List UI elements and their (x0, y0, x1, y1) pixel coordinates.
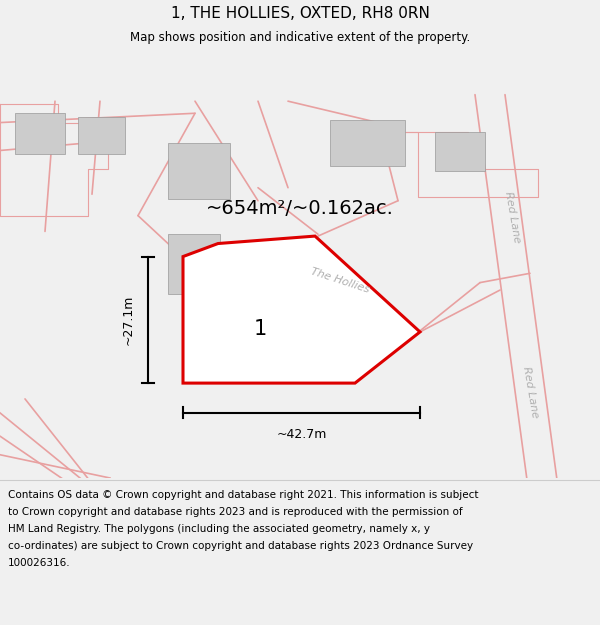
Polygon shape (330, 120, 405, 166)
Polygon shape (168, 234, 220, 294)
Polygon shape (15, 113, 65, 154)
Polygon shape (183, 236, 420, 383)
Polygon shape (245, 271, 315, 324)
Text: ~654m²/~0.162ac.: ~654m²/~0.162ac. (206, 199, 394, 217)
Text: 1, THE HOLLIES, OXTED, RH8 0RN: 1, THE HOLLIES, OXTED, RH8 0RN (170, 6, 430, 21)
Polygon shape (168, 143, 230, 199)
Text: HM Land Registry. The polygons (including the associated geometry, namely x, y: HM Land Registry. The polygons (includin… (8, 524, 430, 534)
Text: The Hollies: The Hollies (310, 266, 371, 295)
Text: to Crown copyright and database rights 2023 and is reproduced with the permissio: to Crown copyright and database rights 2… (8, 507, 463, 517)
Text: Red Lane: Red Lane (521, 366, 539, 419)
Polygon shape (78, 117, 125, 154)
Text: 100026316.: 100026316. (8, 558, 71, 568)
Text: Red Lane: Red Lane (503, 191, 521, 244)
Polygon shape (435, 132, 485, 171)
Text: ~42.7m: ~42.7m (277, 428, 326, 441)
Text: Map shows position and indicative extent of the property.: Map shows position and indicative extent… (130, 31, 470, 44)
Text: Contains OS data © Crown copyright and database right 2021. This information is : Contains OS data © Crown copyright and d… (8, 490, 479, 500)
Text: co-ordinates) are subject to Crown copyright and database rights 2023 Ordnance S: co-ordinates) are subject to Crown copyr… (8, 541, 473, 551)
Text: ~27.1m: ~27.1m (121, 294, 134, 345)
Text: 1: 1 (253, 319, 266, 339)
